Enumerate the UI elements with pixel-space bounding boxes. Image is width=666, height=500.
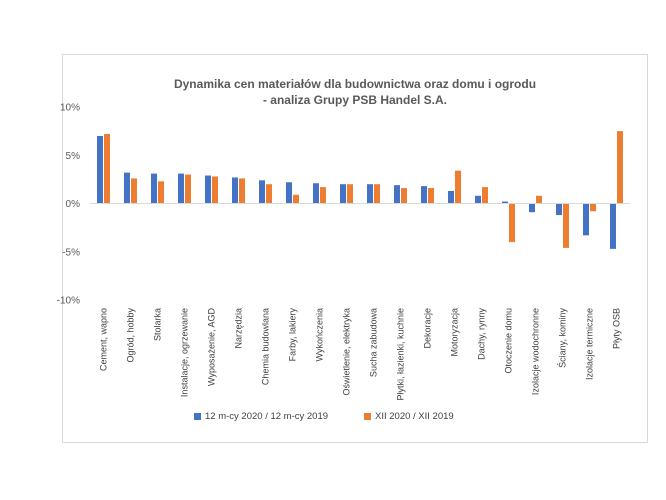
bar-series-2-10 (347, 184, 353, 204)
x-tick-label: Oświetlenie, elektryka (342, 308, 352, 396)
x-tick-label: Płyty OSB (612, 308, 622, 349)
legend-item-series-2: XII 2020 / XII 2019 (364, 411, 454, 422)
bar-series-2-15 (482, 187, 488, 204)
bar-series-2-3 (158, 181, 164, 204)
bar-series-1-1 (97, 135, 103, 204)
x-tick-label: Izolacje termiczne (585, 308, 595, 380)
bar-series-2-5 (212, 176, 218, 204)
bar-series-1-12 (394, 185, 400, 204)
y-tick-label: 5% (66, 151, 81, 162)
chart-title-line-1: Dynamika cen materiałów dla budownictwa … (173, 77, 537, 91)
bar-series-2-19 (590, 203, 596, 212)
bar-series-2-11 (374, 184, 380, 204)
bar-series-2-8 (293, 194, 299, 204)
x-tick-label: Farby, lakiery (288, 308, 298, 362)
bar-series-1-16 (502, 201, 508, 204)
bar-series-2-9 (320, 187, 326, 204)
bar-series-2-12 (401, 188, 407, 204)
bar-series-2-7 (266, 184, 272, 204)
chart-title-line-2: - analiza Grupy PSB Handel S.A. (262, 93, 448, 107)
bar-series-1-2 (124, 172, 130, 204)
x-tick-label: Narzędzia (234, 308, 244, 349)
bar-series-1-3 (151, 173, 157, 204)
bar-series-1-4 (178, 173, 184, 204)
x-tick-label: Wyposażenie, AGD (207, 308, 217, 386)
y-tick-label: -10% (57, 296, 80, 307)
legend: 12 m-cy 2020 / 12 m-cy 2019 XII 2020 / X… (0, 411, 666, 425)
bar-series-1-8 (286, 182, 292, 204)
bar-series-2-6 (239, 178, 245, 204)
x-tick-label: Płytki, łazienki, kuchnie (396, 308, 406, 401)
bar-series-1-7 (259, 180, 265, 204)
bar-series-2-20 (617, 131, 623, 204)
x-tick-label: Instalacje, ogrzewanie (180, 308, 190, 397)
x-tick-label: Ściany, kominy (557, 308, 568, 368)
x-tick-label: Cement, wapno (99, 308, 109, 371)
bar-series-2-4 (185, 174, 191, 204)
x-axis-category-labels: Cement, wapno Ogród, hobby Stolarka Instala… (99, 308, 622, 401)
bar-series-2-17 (536, 195, 542, 204)
bar-series-1-9 (313, 183, 319, 204)
bars (97, 131, 623, 249)
bar-series-1-6 (232, 177, 238, 204)
bar-series-2-13 (428, 188, 434, 204)
y-tick-label: 0% (66, 199, 81, 210)
bar-series-1-18 (556, 203, 562, 216)
bar-series-1-11 (367, 184, 373, 204)
x-tick-label: Sucha zabudowa (369, 308, 379, 377)
chart-frame (62, 54, 648, 443)
bar-series-1-15 (475, 195, 481, 204)
bar-series-1-10 (340, 184, 346, 204)
chart-title: Dynamika cen materiałów dla budownictwa … (62, 76, 648, 108)
bar-series-1-5 (205, 175, 211, 204)
bar-series-2-14 (455, 170, 461, 204)
y-axis: 10% 5% 0% -5% -10% (57, 103, 80, 307)
bar-series-2-18 (563, 203, 569, 248)
bar-series-1-19 (583, 203, 589, 236)
bar-series-2-16 (509, 203, 515, 243)
legend-label-series-1: 12 m-cy 2020 / 12 m-cy 2019 (205, 411, 329, 422)
legend-swatch-series-2 (364, 413, 371, 420)
x-tick-label: Motoryzacja (450, 308, 460, 357)
bar-series-1-17 (529, 203, 535, 213)
legend-swatch-series-1 (194, 413, 201, 420)
bar-series-1-14 (448, 190, 454, 204)
x-tick-label: Chemia budowlana (261, 308, 271, 385)
x-tick-label: Dekoracje (423, 308, 433, 349)
x-tick-label: Ogród, hobby (126, 308, 136, 363)
y-tick-label: 10% (60, 103, 80, 114)
x-tick-label: Dachy, rynny (477, 308, 487, 360)
legend-item-series-1: 12 m-cy 2020 / 12 m-cy 2019 (194, 411, 328, 422)
bar-series-2-1 (104, 134, 110, 204)
bar-series-1-13 (421, 186, 427, 204)
x-tick-label: Stolarka (153, 308, 163, 341)
bar-series-1-20 (610, 203, 616, 249)
x-tick-label: Izolacje wodochronne (531, 308, 541, 395)
legend-label-series-2: XII 2020 / XII 2019 (375, 411, 454, 422)
x-tick-label: Wykończenia (315, 308, 325, 361)
x-tick-label: Otoczenie domu (504, 308, 514, 374)
y-tick-label: -5% (62, 247, 80, 258)
bar-series-2-2 (131, 178, 137, 204)
